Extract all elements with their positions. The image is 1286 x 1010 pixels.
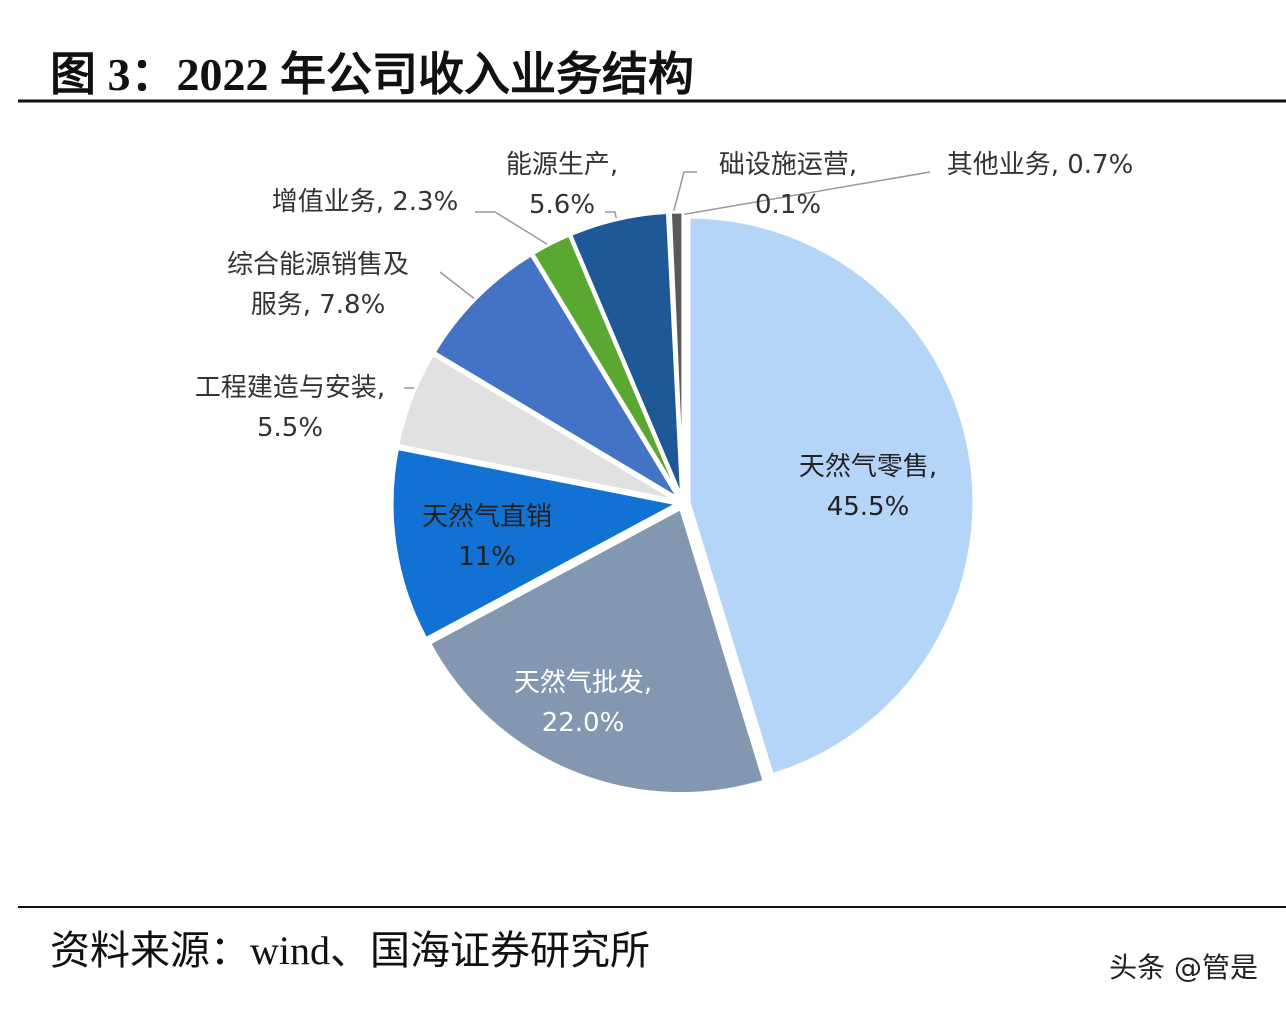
watermark: 头条 @管是	[1109, 951, 1258, 984]
category-label: 工程建造与安装,	[194, 373, 386, 403]
slice-label: 其他业务, 0.7%	[910, 145, 1170, 185]
slice-label: 增值业务, 2.3%	[235, 182, 495, 222]
category-label: 础设施运营,	[718, 150, 858, 180]
source: 资料来源：wind、国海证券研究所	[50, 928, 650, 973]
value-label: 11%	[458, 542, 516, 572]
value-label: 22.0%	[541, 708, 625, 738]
category-label: 天然气直销	[421, 502, 552, 532]
value-label: 0.7%	[1067, 150, 1134, 180]
value-label: 2.3%	[392, 187, 459, 217]
pie-slice	[390, 446, 682, 641]
category-label: 综合能源销售及服务,	[226, 250, 409, 320]
slice-label: 工程建造与安装, 5.5%	[170, 368, 410, 448]
slice-label: 能源生产, 5.6%	[492, 145, 632, 225]
chart-title: 图 3：2022 年公司收入业务结构	[50, 49, 694, 100]
pie-slice	[668, 210, 685, 498]
category-label: 天然气零售,	[798, 452, 938, 482]
pie-slice	[687, 215, 976, 777]
slice-label: 天然气零售, 45.5%	[768, 447, 968, 527]
leader-line	[475, 211, 551, 247]
value-label: 45.5%	[826, 492, 910, 522]
pie-slice	[432, 252, 681, 501]
category-label: 能源生产,	[505, 150, 619, 180]
value-label: 5.6%	[528, 190, 596, 220]
pie-slice	[396, 352, 679, 503]
value-label: 0.1%	[754, 190, 822, 220]
value-label: 7.8%	[319, 290, 386, 320]
slice-label: 天然气批发, 22.0%	[483, 663, 683, 743]
pie-slice	[427, 506, 766, 796]
leader-line	[439, 271, 477, 301]
leader-lines	[404, 171, 931, 389]
category-label: 增值业务,	[271, 187, 384, 217]
category-label: 其他业务,	[946, 150, 1059, 180]
leader-line	[672, 171, 697, 215]
slice-label: 础设施运营, 0.1%	[698, 145, 878, 225]
slice-label: 综合能源销售及服务, 7.8%	[218, 245, 418, 325]
value-label: 5.5%	[256, 413, 324, 443]
slice-label: 天然气直销 11%	[397, 497, 577, 577]
category-label: 天然气批发,	[513, 668, 653, 698]
leader-line	[679, 171, 931, 216]
